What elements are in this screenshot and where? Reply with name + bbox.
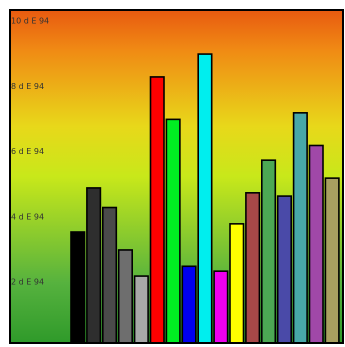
- y-tick-label: 4 d E 94: [11, 212, 44, 221]
- plot-frame: [9, 9, 344, 344]
- bar-7: [165, 118, 181, 344]
- bar-17: [324, 177, 340, 344]
- bar-11: [229, 223, 245, 344]
- bar-1: [70, 231, 86, 344]
- bar-13: [260, 159, 277, 344]
- bar-12: [245, 192, 261, 344]
- bar-10: [213, 270, 229, 344]
- bar-14: [276, 195, 293, 344]
- bar-2: [86, 187, 102, 344]
- y-tick-label: 8 d E 94: [11, 82, 44, 91]
- bar-16: [308, 144, 324, 344]
- bar-3: [102, 206, 118, 344]
- bar-4: [117, 249, 133, 344]
- bar-8: [181, 265, 197, 344]
- y-tick-label: 10 d E 94: [11, 17, 49, 26]
- bar-5: [133, 275, 149, 344]
- bar-15: [292, 112, 308, 344]
- bar-9: [197, 53, 213, 344]
- y-tick-labels: 2 d E 94 4 d E 94 6 d E 94 8 d E 94 10 d E 9…: [11, 17, 49, 287]
- y-tick-label: 6 d E 94: [11, 147, 44, 156]
- bar-6: [149, 76, 165, 344]
- y-tick-label: 2 d E 94: [11, 278, 44, 287]
